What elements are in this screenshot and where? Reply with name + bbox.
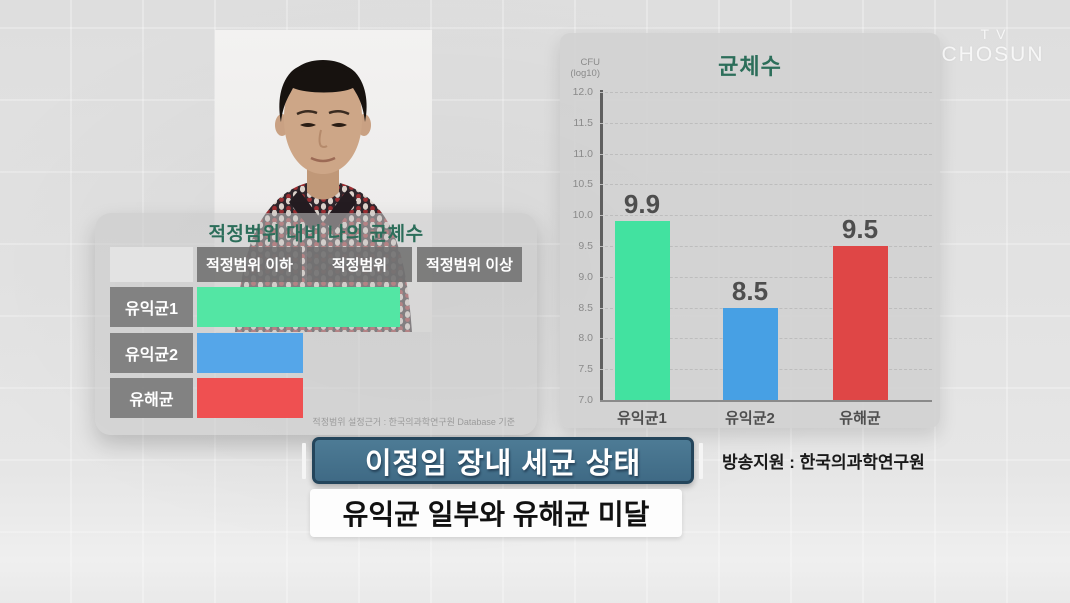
x-category-label: 유익균2: [725, 410, 775, 427]
watermark-line2: CHOSUN: [941, 43, 1045, 66]
y-tick-label: 7.0: [578, 394, 593, 406]
range-column-header: 적정범위 이상: [417, 247, 522, 282]
title-accent-bar-left: [302, 443, 306, 479]
y-axis-line: [600, 90, 603, 400]
bar-value-label: 9.5: [841, 214, 879, 244]
y-tick-label: 12.0: [572, 86, 593, 98]
caption-subtitle-strip: 유익균 일부와 유해균 미달: [310, 489, 682, 537]
broadcast-credit-text: 방송지원 : 한국의과학연구원: [722, 453, 925, 472]
gridline: [600, 246, 932, 247]
chart-title: 균체수: [718, 54, 782, 79]
gridline: [600, 276, 932, 278]
range-bar: [197, 332, 303, 373]
range-table-corner-cell: [110, 247, 193, 282]
gridline: [600, 92, 932, 93]
y-tick-label: 11.0: [573, 147, 593, 160]
y-tick-label: 10.5: [572, 178, 593, 191]
y-tick-label: 11.5: [573, 116, 593, 129]
range-row-label: 유익균1: [110, 287, 193, 327]
gridline: [600, 184, 932, 186]
range-comparison-panel: 적정범위 대비 나의 균체수 적정범위 이하 적정범위 적정범위 이상 유익균1 유익…: [95, 213, 537, 435]
range-table-header: 적정범위 이하 적정범위 적정범위 이상: [197, 247, 522, 282]
tv-chosun-watermark: TV CHOSUN: [933, 26, 1053, 67]
watermark-line1: TV: [980, 26, 1013, 42]
caption-title-box: 이정임 장내 세균 상태: [312, 437, 694, 484]
x-category-label: 유해균: [839, 410, 881, 427]
chart-plot-area: 7.0 7.5 8.0 8.5 9.0 9.5 10.0 10.5 11.0 11.5 12.0 9.…: [560, 33, 940, 428]
range-bar: [197, 378, 303, 418]
range-row-label: 유익균2: [110, 332, 193, 373]
y-tick-label: 8.0: [578, 332, 593, 345]
gridline: [600, 215, 932, 217]
range-bar: [197, 287, 401, 327]
y-tick-label: 9.5: [578, 240, 593, 252]
range-column-header: 적정범위: [307, 247, 412, 282]
bar-value-label: 9.9: [623, 189, 661, 220]
caption-title-text: 이정임 장내 세균 상태: [364, 447, 642, 480]
y-axis-unit-label: CFU (log10): [570, 57, 600, 79]
chart-bar: [832, 246, 888, 400]
range-panel-title: 적정범위 대비 나의 균체수: [208, 224, 424, 245]
y-tick-label: 7.5: [578, 363, 593, 376]
gridline: [600, 122, 932, 124]
y-tick-label: 10.0: [572, 209, 593, 222]
caption-subtitle-text: 유익균 일부와 유해균 미달: [342, 499, 650, 530]
chart-bar: [722, 307, 778, 400]
y-tick-label: 8.5: [578, 301, 593, 314]
range-row-label: 유해균: [110, 378, 193, 418]
y-tick-label: 9.0: [578, 270, 593, 283]
title-accent-bar-right: [699, 443, 703, 479]
range-column-header: 적정범위 이하: [197, 247, 302, 282]
x-category-label: 유익균1: [617, 410, 667, 427]
bar-value-label: 8.5: [731, 275, 769, 306]
range-source-footnote: 적정범위 설정근거 : 한국의과학연구원 Database 기준: [312, 417, 515, 427]
chart-bar: [614, 221, 670, 400]
x-axis-line: [600, 400, 932, 402]
bacteria-count-chart: 균체수 CFU (log10) 7.0 7.5 8.0 8.5 9.0 9.5 10.0 10…: [560, 33, 940, 428]
gridline: [600, 153, 932, 155]
